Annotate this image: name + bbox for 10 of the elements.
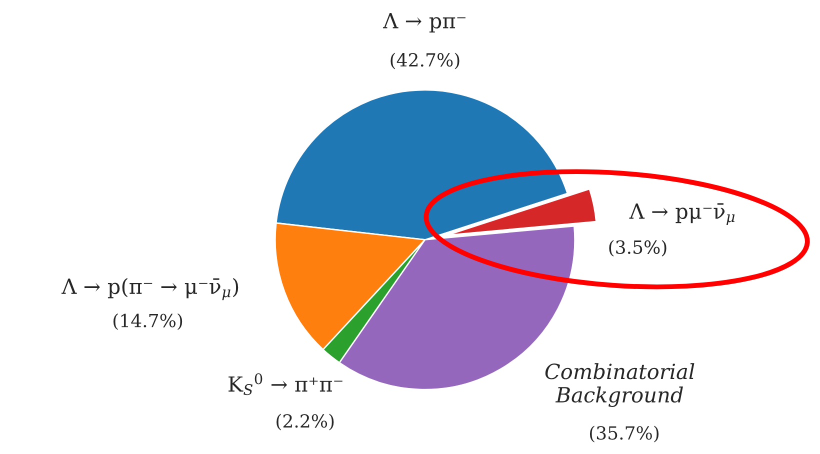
slice-label: Λ → pπ⁻ bbox=[382, 13, 466, 33]
slice-label: K$_{S}$$^{0}$ → π⁺π⁻ bbox=[228, 373, 342, 396]
data-label: (14.7%) bbox=[113, 313, 182, 330]
data-label: (42.7%) bbox=[390, 52, 460, 70]
data-label: (35.7%) bbox=[590, 426, 659, 442]
data-label: (3.5%) bbox=[609, 240, 666, 257]
slice-label: Combinatorial Background bbox=[545, 363, 694, 407]
data-label: (2.2%) bbox=[276, 414, 334, 430]
slice-label: Λ → p(π⁻ → μ⁻ν̄$_{μ}$) bbox=[61, 278, 238, 300]
slice-label: Λ → pμ⁻ν̄$_{μ}$ bbox=[629, 203, 735, 226]
